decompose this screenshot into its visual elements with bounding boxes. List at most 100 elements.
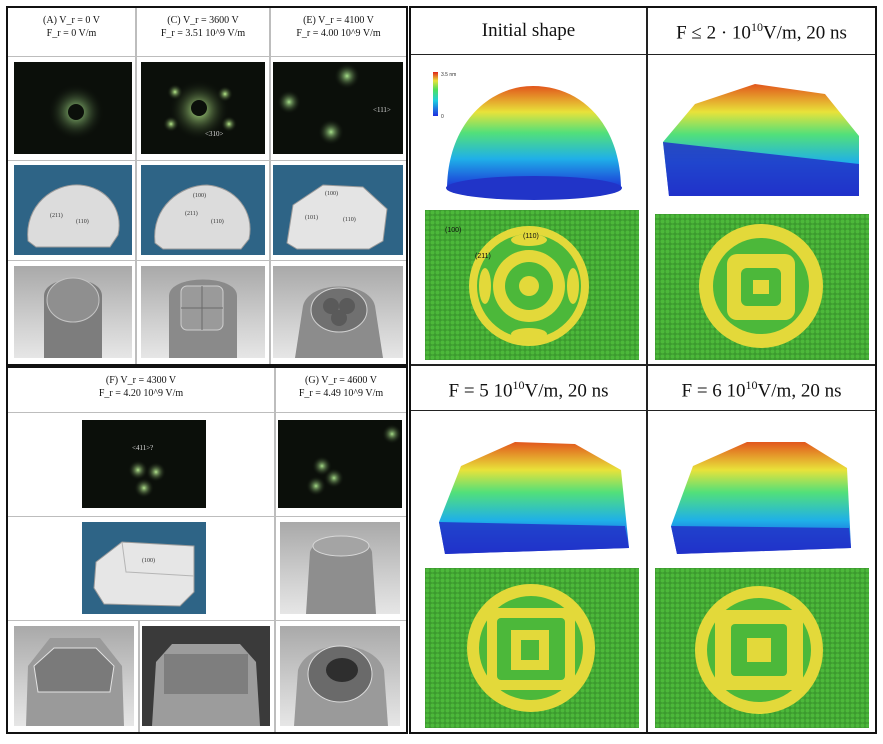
column-divider [274, 368, 276, 732]
title-initial-shape-text: Initial shape [481, 20, 576, 41]
fim-pattern-c: <310> [163, 80, 237, 140]
title-field-6-base: F = 6 10 [681, 380, 746, 402]
title-field-5-exp: 10 [512, 378, 525, 392]
row-divider [8, 56, 406, 57]
row-divider [274, 516, 406, 517]
title-field-2-units: V/m, 20 ns [762, 22, 847, 44]
simulation-panel: Initial shape F ≤ 2 · 1010V/m, 20 ns F =… [409, 6, 877, 734]
title-field-6-units: V/m, 20 ns [757, 380, 842, 402]
sem-tip-f-front [142, 626, 270, 726]
model-shape-a: (211) (110) [27, 184, 120, 248]
model-shape-c: (100) (211) (110) [154, 184, 251, 250]
model-a-label-211: (211) [50, 212, 63, 219]
header-c-field: F_r = 3.51 10^9 V/m [160, 28, 246, 39]
title-field-5-units: V/m, 20 ns [524, 380, 609, 402]
fim-pattern-a [48, 84, 104, 140]
dome-field-5-render [439, 442, 629, 554]
sem-tip-e [295, 286, 383, 358]
model-a-label-110: (110) [76, 218, 89, 225]
row-divider [8, 160, 406, 161]
row-divider [8, 412, 406, 413]
row-divider [411, 54, 875, 55]
model-image-c: (100) (211) (110) [141, 165, 265, 255]
column-divider [138, 620, 140, 732]
fim-label-e: <111> [373, 106, 391, 114]
fim-pattern-e: <111> [277, 63, 391, 145]
fim-label-f: <411>? [132, 444, 153, 452]
row-divider [8, 620, 406, 621]
facet-map-initial: (100) (110) (211) [425, 210, 639, 360]
header-f: (F) V_r = 4300 V F_r = 4.20 10^9 V/m [8, 374, 274, 400]
row-divider [8, 260, 406, 261]
sem-tip-g-bottom [294, 645, 388, 726]
facet-map-field-6-render [655, 568, 869, 728]
sem-image-a [14, 266, 132, 358]
model-e-label-100: (100) [325, 190, 338, 197]
sem-image-f-side [14, 626, 134, 726]
sem-tip-a [44, 277, 102, 358]
header-a: (A) V_r = 0 V F_r = 0 V/m [8, 14, 135, 40]
title-field-2: F ≤ 2 · 1010V/m, 20 ns [648, 20, 875, 44]
facet-map-initial-render: (100) (110) (211) [425, 210, 639, 360]
row-divider [8, 516, 274, 517]
title-field-5-base: F = 5 10 [448, 380, 513, 402]
row-divider [411, 410, 875, 411]
facet-map-field-6 [655, 568, 869, 728]
colorbar [433, 72, 438, 116]
row-divider [411, 364, 875, 366]
dome-field-6 [655, 422, 869, 562]
header-g-field: F_r = 4.49 10^9 V/m [298, 388, 384, 399]
title-field-6: F = 6 1010V/m, 20 ns [648, 378, 875, 402]
sem-image-e [273, 266, 403, 358]
facet-map-field-5 [425, 568, 639, 728]
fim-pattern-f: <411>? [128, 444, 166, 498]
header-e-voltage: (E) V_r = 4100 V [303, 15, 374, 26]
header-f-field: F_r = 4.20 10^9 V/m [98, 388, 184, 399]
model-e-label-101: (101) [305, 214, 318, 221]
dome-field-5 [425, 422, 639, 562]
sem-tip-g [306, 535, 376, 614]
title-initial-shape: Initial shape [411, 20, 646, 42]
sem-image-g-top [280, 522, 400, 614]
experiment-panel-bottom: (F) V_r = 4300 V F_r = 4.20 10^9 V/m (G)… [6, 366, 408, 734]
header-e: (E) V_r = 4100 V F_r = 4.00 10^9 V/m [271, 14, 406, 40]
experiment-panel-top: (A) V_r = 0 V F_r = 0 V/m (C) V_r = 3600… [6, 6, 408, 366]
header-g: (G) V_r = 4600 V F_r = 4.49 10^9 V/m [276, 374, 406, 400]
title-field-6-exp: 10 [745, 378, 758, 392]
title-field-2-base: F ≤ 2 · 10 [676, 22, 751, 44]
model-shape-f: (100) [93, 541, 195, 607]
fim-image-a [14, 62, 132, 154]
sem-image-c [141, 266, 265, 358]
column-divider [135, 8, 137, 364]
fim-image-e: <111> [273, 62, 403, 154]
model-image-e: (100) (101) (110) [273, 165, 403, 255]
fim-pattern-g [306, 424, 402, 496]
model-f-label-100: (100) [142, 557, 155, 564]
model-image-f: (100) [82, 522, 206, 614]
model-shape-e: (100) (101) (110) [286, 184, 388, 250]
header-g-voltage: (G) V_r = 4600 V [305, 375, 377, 386]
sem-tip-f-side [26, 638, 124, 726]
header-a-field: F_r = 0 V/m [46, 28, 97, 39]
facet-map-field-2 [655, 214, 869, 360]
dome-field-2-render [663, 84, 859, 196]
sem-tip-c [169, 279, 237, 358]
dome-initial: 3.5 nm 0 [425, 64, 637, 204]
fim-image-c: <310> [141, 62, 265, 154]
sem-image-f-front [142, 626, 270, 726]
model-c-label-110: (110) [211, 218, 224, 225]
fim-image-f: <411>? [82, 420, 206, 508]
fim-image-g [278, 420, 402, 508]
colorbar-min: 0 [441, 114, 444, 120]
column-divider [646, 8, 648, 732]
facet-map-field-2-render [655, 214, 869, 360]
sem-image-g-bottom [280, 626, 400, 726]
header-f-voltage: (F) V_r = 4300 V [105, 375, 177, 386]
dome-initial-render: 3.5 nm 0 [433, 72, 622, 200]
header-e-field: F_r = 4.00 10^9 V/m [296, 28, 381, 39]
facet-label-211: (211) [475, 253, 491, 260]
model-c-label-100: (100) [193, 192, 206, 199]
facet-label-100: (100) [445, 227, 461, 234]
facet-map-field-5-render [425, 568, 639, 728]
header-c: (C) V_r = 3600 V F_r = 3.51 10^9 V/m [137, 14, 269, 40]
